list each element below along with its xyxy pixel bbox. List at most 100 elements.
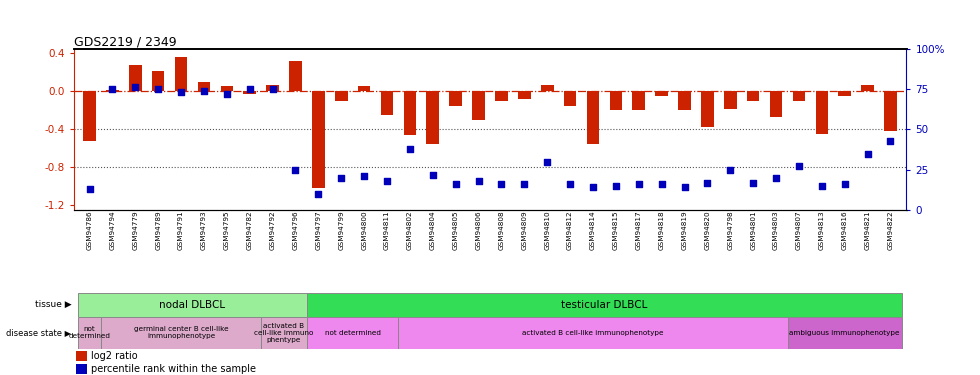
Bar	[198, 82, 211, 92]
Point	[700, 180, 715, 186]
Text: GSM94801: GSM94801	[750, 210, 757, 250]
Bar	[884, 92, 897, 131]
Bar	[587, 92, 600, 144]
Text: GSM94793: GSM94793	[201, 210, 207, 250]
Point	[357, 173, 372, 179]
Bar	[541, 85, 554, 92]
Bar	[404, 92, 416, 135]
Text: GSM94810: GSM94810	[544, 210, 550, 250]
Point	[288, 166, 304, 172]
Point	[676, 184, 692, 190]
Bar	[76, 364, 86, 374]
Text: GSM94799: GSM94799	[338, 210, 344, 250]
Bar	[839, 92, 851, 96]
Text: not
determined: not determined	[69, 326, 111, 339]
Bar	[380, 92, 393, 115]
Text: activated B cell-like immunophenotype: activated B cell-like immunophenotype	[522, 330, 663, 336]
Text: ambiguous immunophenotype: ambiguous immunophenotype	[790, 330, 900, 336]
Bar	[312, 92, 324, 188]
Bar	[174, 57, 187, 92]
Bar	[426, 92, 439, 144]
Bar	[243, 92, 256, 94]
Bar	[307, 317, 399, 349]
Text: GSM94803: GSM94803	[773, 210, 779, 250]
Text: GSM94811: GSM94811	[384, 210, 390, 250]
Text: GSM94782: GSM94782	[247, 210, 253, 250]
Text: GSM94794: GSM94794	[110, 210, 116, 250]
Text: GSM94819: GSM94819	[681, 210, 688, 250]
Bar	[358, 86, 370, 92]
Point	[81, 186, 97, 192]
Text: GSM94813: GSM94813	[819, 210, 825, 250]
Text: GSM94796: GSM94796	[292, 210, 299, 250]
Text: GSM94797: GSM94797	[316, 210, 321, 250]
Bar	[701, 92, 713, 126]
Text: GSM94821: GSM94821	[864, 210, 870, 250]
Bar	[101, 317, 261, 349]
Point	[333, 175, 349, 181]
Text: GSM94789: GSM94789	[155, 210, 161, 250]
Bar	[472, 92, 485, 120]
Bar	[632, 92, 645, 110]
Bar	[678, 92, 691, 110]
Text: GSM94818: GSM94818	[659, 210, 664, 250]
Point	[150, 86, 166, 92]
Text: GSM94786: GSM94786	[86, 210, 92, 250]
Bar	[289, 61, 302, 92]
Text: GSM94795: GSM94795	[223, 210, 230, 250]
Point	[425, 171, 441, 177]
Bar	[769, 92, 782, 117]
Text: not determined: not determined	[324, 330, 380, 336]
Point	[883, 138, 899, 144]
Bar	[76, 351, 86, 361]
Point	[585, 184, 601, 190]
Text: GSM94809: GSM94809	[521, 210, 527, 250]
Text: nodal DLBCL: nodal DLBCL	[160, 300, 225, 310]
Point	[746, 180, 761, 186]
Point	[196, 88, 212, 94]
Point	[837, 181, 853, 187]
Point	[311, 191, 326, 197]
Bar	[518, 92, 530, 99]
Bar	[152, 70, 165, 92]
Bar	[724, 92, 737, 108]
Text: GSM94820: GSM94820	[705, 210, 710, 250]
Text: disease state ▶: disease state ▶	[6, 328, 72, 338]
Bar	[267, 85, 279, 92]
Text: activated B
cell-like immuno
phentype: activated B cell-like immuno phentype	[255, 323, 314, 343]
Text: GSM94806: GSM94806	[475, 210, 481, 250]
Point	[379, 178, 395, 184]
Bar	[815, 92, 828, 134]
Bar	[78, 317, 101, 349]
Text: GSM94807: GSM94807	[796, 210, 802, 250]
Text: GSM94792: GSM94792	[270, 210, 275, 250]
Point	[722, 166, 738, 172]
Bar	[564, 92, 576, 106]
Point	[402, 146, 417, 152]
Text: GSM94822: GSM94822	[888, 210, 894, 250]
Text: GSM94816: GSM94816	[842, 210, 848, 250]
Bar	[129, 65, 141, 92]
Point	[219, 91, 234, 97]
Text: testicular DLBCL: testicular DLBCL	[562, 300, 648, 310]
Bar	[78, 292, 307, 317]
Bar	[335, 92, 348, 101]
Text: log2 ratio: log2 ratio	[90, 351, 137, 361]
Point	[791, 164, 807, 170]
Point	[608, 183, 623, 189]
Bar	[495, 92, 508, 101]
Bar	[307, 292, 902, 317]
Bar	[610, 92, 622, 110]
Text: GSM94802: GSM94802	[407, 210, 413, 250]
Bar	[220, 86, 233, 92]
Point	[814, 183, 830, 189]
Bar	[788, 317, 902, 349]
Text: GSM94800: GSM94800	[362, 210, 368, 250]
Text: GDS2219 / 2349: GDS2219 / 2349	[74, 36, 176, 49]
Bar	[793, 92, 806, 101]
Text: GSM94815: GSM94815	[612, 210, 618, 250]
Bar	[106, 90, 119, 92]
Bar	[399, 317, 788, 349]
Bar	[747, 92, 760, 101]
Point	[173, 89, 189, 95]
